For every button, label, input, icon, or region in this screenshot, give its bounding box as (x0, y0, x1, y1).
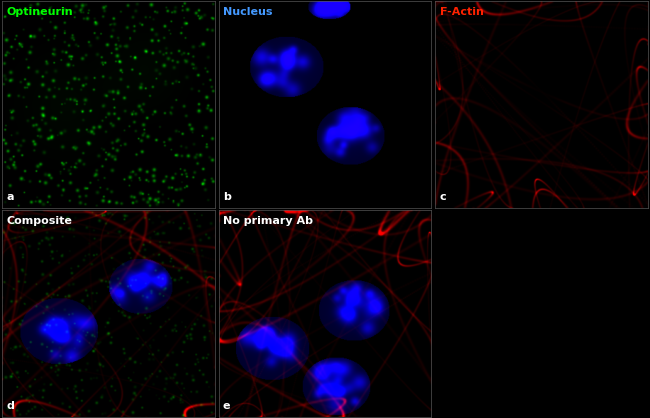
Text: c: c (439, 191, 446, 201)
Text: Optineurin: Optineurin (6, 8, 73, 18)
Text: d: d (6, 400, 14, 410)
Text: b: b (223, 191, 231, 201)
Text: a: a (6, 191, 14, 201)
Text: Composite: Composite (6, 217, 72, 227)
Text: F-Actin: F-Actin (439, 8, 484, 18)
Text: Nucleus: Nucleus (223, 8, 272, 18)
Text: No primary Ab: No primary Ab (223, 217, 313, 227)
Text: e: e (223, 400, 230, 410)
